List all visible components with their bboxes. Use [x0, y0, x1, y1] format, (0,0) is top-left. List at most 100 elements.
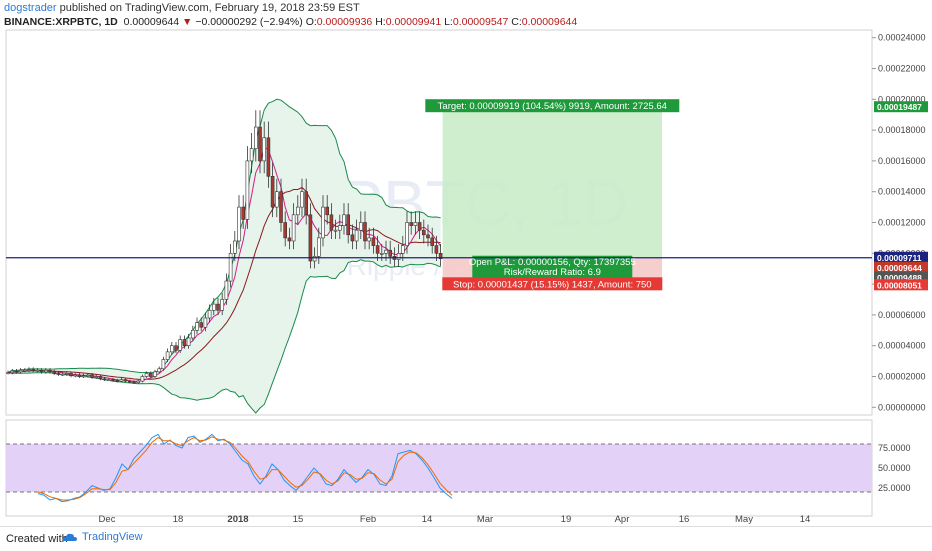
candle-body	[384, 249, 388, 254]
candle-body	[207, 309, 212, 319]
candle-body	[107, 379, 111, 381]
candle-body	[409, 222, 414, 226]
candle-body	[249, 148, 254, 162]
x-tick-label: 16	[679, 514, 690, 525]
candle-body	[6, 372, 10, 374]
open-value: 0.00009936	[316, 16, 373, 28]
candle-body	[170, 345, 174, 353]
bollinger-fill	[8, 99, 441, 413]
candle-body	[304, 191, 309, 216]
candle-body	[405, 222, 409, 246]
candle-body	[367, 237, 372, 242]
open-key: O:	[305, 16, 317, 28]
candle-body	[128, 380, 132, 383]
price-axis-tag-text: 0.00008051	[877, 280, 922, 290]
candle-body	[258, 126, 262, 162]
x-tick-label: 15	[293, 514, 304, 525]
y-tick-label: 0.00018000	[878, 125, 926, 135]
candle-body	[417, 222, 422, 231]
close-value: 0.00009644	[521, 16, 578, 28]
y-tick-label: 0.00020000	[878, 94, 926, 104]
candle-body	[300, 191, 304, 208]
rsi-tick-label: 50.0000	[878, 463, 911, 473]
x-tick-label: 14	[800, 514, 811, 525]
y-tick-label: 0.00002000	[878, 372, 926, 382]
candle-body	[254, 126, 258, 149]
candle-body	[102, 378, 107, 381]
candle-body	[203, 317, 208, 328]
x-tick-label: May	[735, 514, 753, 525]
candle-body	[363, 222, 367, 242]
candle-body	[220, 299, 224, 311]
candle-body	[350, 234, 355, 242]
close-key: C:	[511, 16, 522, 28]
target-zone	[442, 107, 662, 258]
candle-body	[329, 214, 334, 231]
y-tick-label: 0.00014000	[878, 187, 926, 197]
candle-body	[14, 370, 19, 373]
rsi-pane[interactable]: 75.0000 50.0000 25.0000	[5, 419, 911, 517]
candle-body	[153, 371, 157, 377]
candle-body	[396, 253, 401, 260]
candle-body	[270, 176, 275, 208]
low-key: L:	[444, 16, 453, 28]
candle-body	[379, 253, 384, 255]
target-label: Target: 0.00009919 (104.54%) 9919, Amoun…	[425, 99, 680, 113]
time-axis[interactable]: Dec 18 2018 15 Feb 14 Mar 19 Apr 16 May 14	[99, 514, 811, 525]
candle-body	[48, 370, 52, 373]
low-value: 0.00009547	[452, 16, 509, 28]
candle-body	[136, 380, 140, 383]
candle-body	[354, 229, 359, 242]
target-label-text: Target: 0.00009919 (104.54%) 9919, Amoun…	[438, 101, 667, 112]
candle-body	[316, 237, 321, 257]
bollinger-upper	[7, 98, 441, 374]
candle-body	[342, 214, 346, 226]
chart-header: dogstrader published on TradingView.com,…	[4, 2, 924, 29]
candle-body	[199, 322, 203, 328]
candle-body	[115, 380, 119, 382]
stop-label: Stop: 0.00001437 (15.15%) 1437, Amount: …	[442, 277, 663, 291]
candle-body	[287, 237, 292, 242]
candle-body	[98, 376, 103, 380]
candle-body	[241, 206, 245, 220]
published-text: published on TradingView.com, February 1…	[59, 2, 360, 14]
candle-body	[321, 206, 325, 239]
created-with-text: Created with	[6, 533, 68, 545]
candle-body	[86, 374, 90, 377]
candle-body	[400, 245, 405, 254]
candle-body	[262, 137, 267, 162]
candle-body	[69, 373, 73, 377]
candle-body	[43, 370, 48, 373]
candle-body	[140, 376, 145, 382]
candle-body	[325, 206, 330, 216]
candle-body	[266, 137, 271, 177]
high-value: 0.00009941	[385, 16, 442, 28]
price-axis-tag-text: 0.00009644	[877, 263, 922, 273]
candle-body	[149, 373, 153, 377]
candle-body	[52, 371, 57, 374]
candle-body	[186, 337, 191, 346]
candle-body	[337, 225, 342, 231]
candle-body	[132, 381, 136, 384]
candle-body	[81, 375, 86, 378]
tradingview-logo[interactable]: TradingView	[62, 531, 143, 543]
ohlc-line: BINANCE:XRPBTC, 1D 0.00009644 ▼ −0.00000…	[4, 16, 924, 29]
price-axis-tag	[874, 261, 928, 273]
price-axis-tag-text: 0.00009488	[877, 273, 922, 283]
pnl-label-bg	[472, 255, 633, 278]
candle-body	[216, 303, 220, 311]
candle-body	[90, 374, 94, 378]
candle-body	[371, 237, 376, 246]
candle-body	[212, 303, 216, 311]
candle-body	[10, 370, 14, 373]
publish-line: dogstrader published on TradingView.com,…	[4, 2, 924, 15]
candle-body	[123, 379, 128, 382]
x-tick-label: Apr	[615, 514, 630, 525]
symbol-label: BINANCE:XRPBTC, 1D	[4, 16, 118, 28]
username-link[interactable]: dogstrader	[4, 2, 57, 14]
price-axis-tag-text: 0.00009711	[877, 253, 922, 263]
tradingview-cloud-icon	[62, 533, 77, 541]
pnl-text: Open P&L: 0.00000156, Qty: 17397355	[469, 257, 636, 268]
